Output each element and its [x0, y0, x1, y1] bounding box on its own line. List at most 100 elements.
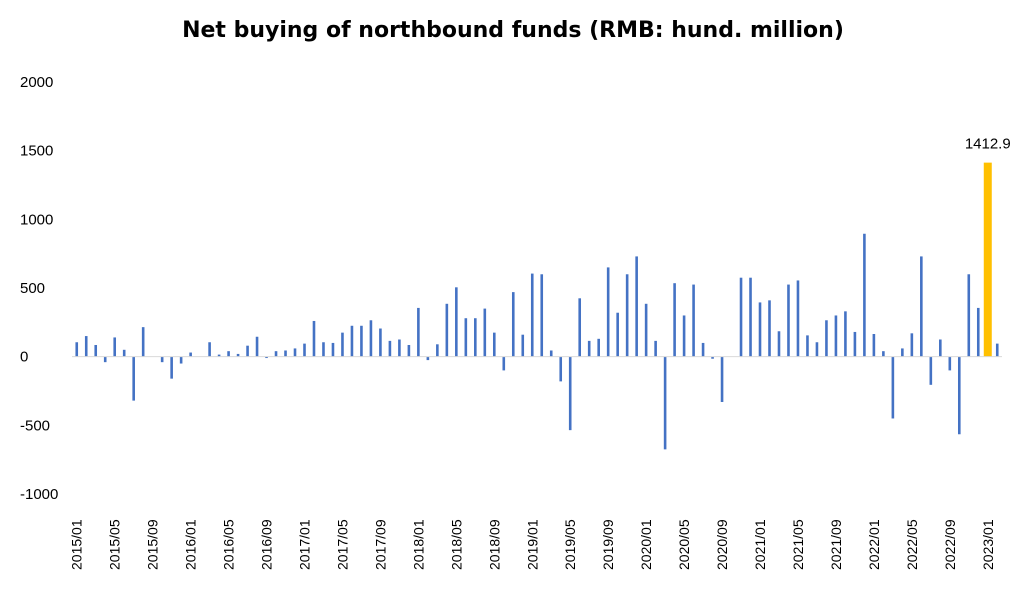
bar	[132, 356, 135, 401]
bar	[644, 303, 648, 357]
x-tick-label: 2021/01	[752, 519, 768, 570]
bar	[436, 344, 439, 357]
bar	[929, 356, 933, 385]
bar-highlight	[983, 162, 992, 357]
bar	[568, 356, 572, 431]
bar	[549, 350, 553, 357]
y-tick-label: -1000	[20, 486, 58, 503]
bar	[654, 340, 657, 357]
bar	[768, 300, 771, 357]
x-tick-label: 2017/05	[334, 519, 350, 570]
bar-series	[75, 162, 999, 450]
bar	[265, 356, 268, 359]
bar	[559, 356, 563, 382]
bar	[122, 349, 126, 357]
bar	[777, 331, 781, 357]
x-tick-label: 2022/01	[866, 519, 882, 570]
bar	[274, 351, 278, 357]
bar	[227, 351, 230, 357]
x-tick-label: 2016/09	[259, 519, 275, 570]
chart-title: Net buying of northbound funds (RMB: hun…	[182, 18, 844, 43]
x-tick-label: 2021/09	[828, 519, 844, 570]
bar	[284, 350, 287, 357]
bar	[587, 340, 591, 357]
annotations: 1412.9	[965, 136, 1011, 153]
bar	[863, 233, 866, 357]
bar	[597, 338, 600, 357]
bar	[170, 356, 173, 379]
bar	[141, 327, 145, 357]
bar	[957, 356, 961, 435]
bar	[976, 307, 980, 357]
bar	[711, 356, 714, 359]
x-tick-label: 2017/09	[372, 519, 388, 570]
x-tick-label: 2015/09	[145, 519, 161, 570]
bar	[967, 274, 971, 357]
bar	[331, 342, 335, 357]
bar	[787, 284, 790, 357]
bar	[189, 352, 192, 357]
x-tick-label: 2016/01	[183, 519, 199, 570]
x-tick-label: 2018/01	[410, 519, 426, 570]
bar	[815, 342, 819, 357]
bar	[312, 320, 316, 357]
bar	[360, 325, 363, 357]
bar	[749, 277, 752, 357]
bar	[417, 307, 420, 357]
bar	[758, 302, 762, 357]
x-tick-label: 2019/05	[562, 519, 578, 570]
bar	[464, 318, 468, 357]
bar	[75, 342, 79, 357]
y-tick-label: 1000	[20, 211, 53, 228]
bar	[910, 333, 914, 357]
x-tick-label: 2020/01	[638, 519, 654, 570]
x-tick-label: 2018/05	[448, 519, 464, 570]
bar	[948, 356, 952, 371]
bar	[445, 303, 449, 357]
y-tick-label: -500	[20, 417, 50, 434]
bar	[995, 343, 999, 357]
bar	[379, 328, 382, 357]
bar	[939, 339, 942, 357]
x-tick-label: 2015/01	[69, 519, 85, 570]
bar	[739, 277, 743, 357]
y-tick-label: 0	[20, 349, 28, 366]
bar	[341, 332, 344, 357]
bar	[616, 312, 619, 357]
bar	[369, 320, 373, 357]
x-tick-label: 2018/09	[486, 519, 502, 570]
y-tick-label: 500	[20, 280, 45, 297]
bar	[844, 311, 847, 357]
bar	[94, 344, 98, 357]
x-axis: 2015/01 2015/05 2015/09 2016/01 2016/05 2016/…	[69, 519, 996, 570]
y-tick-label: 2000	[20, 74, 53, 91]
y-axis: -1000 -500 0 500 1000 1500 2000	[20, 74, 58, 503]
bar	[322, 342, 325, 357]
bar	[217, 354, 221, 357]
bar	[103, 356, 107, 363]
bar	[407, 344, 411, 357]
bar	[474, 318, 477, 357]
x-tick-label: 2020/09	[714, 519, 730, 570]
bar	[303, 343, 306, 357]
x-tick-label: 2022/05	[904, 519, 920, 570]
bar	[606, 267, 610, 357]
bar	[521, 334, 525, 357]
bar	[350, 325, 354, 357]
bar	[796, 280, 800, 357]
bar	[208, 342, 211, 357]
bar	[673, 283, 676, 357]
bar	[113, 337, 117, 357]
bar	[492, 332, 496, 357]
bar	[834, 315, 838, 357]
bar	[635, 256, 638, 357]
bar	[255, 336, 259, 357]
bar	[692, 284, 695, 357]
bar	[293, 348, 297, 357]
bar	[720, 356, 724, 402]
bar	[540, 274, 544, 357]
bar	[388, 340, 392, 357]
bar	[483, 308, 487, 357]
bar	[578, 298, 582, 357]
